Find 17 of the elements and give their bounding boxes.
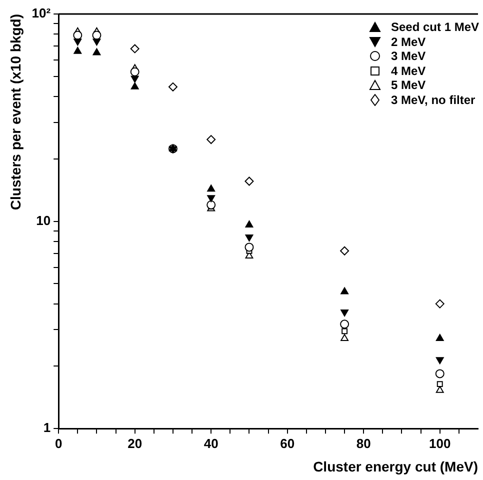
y-axis-title: Clusters per event (x10 bkgd) xyxy=(7,14,24,210)
x-axis-title: Cluster energy cut (MeV) xyxy=(313,458,478,474)
legend-label: 2 MeV xyxy=(390,34,426,49)
y-tick-label: 10² xyxy=(32,6,52,21)
x-tick-label: 0 xyxy=(54,436,62,451)
x-tick-label: 40 xyxy=(204,436,218,451)
x-tick-label: 60 xyxy=(280,436,295,451)
legend-label: 3 MeV, no filter xyxy=(390,92,476,107)
y-tick-label: 10 xyxy=(36,212,51,228)
legend-label: 5 MeV xyxy=(390,78,426,92)
y-tick-label: 1 xyxy=(43,420,51,436)
legend-label: 3 MeV xyxy=(390,49,426,64)
x-tick-label: 80 xyxy=(356,436,371,451)
x-tick-label: 100 xyxy=(429,436,451,451)
legend-label: Seed cut 1 MeV xyxy=(390,20,479,34)
legend-label: 4 MeV xyxy=(390,64,426,78)
x-tick-label: 20 xyxy=(128,436,142,451)
